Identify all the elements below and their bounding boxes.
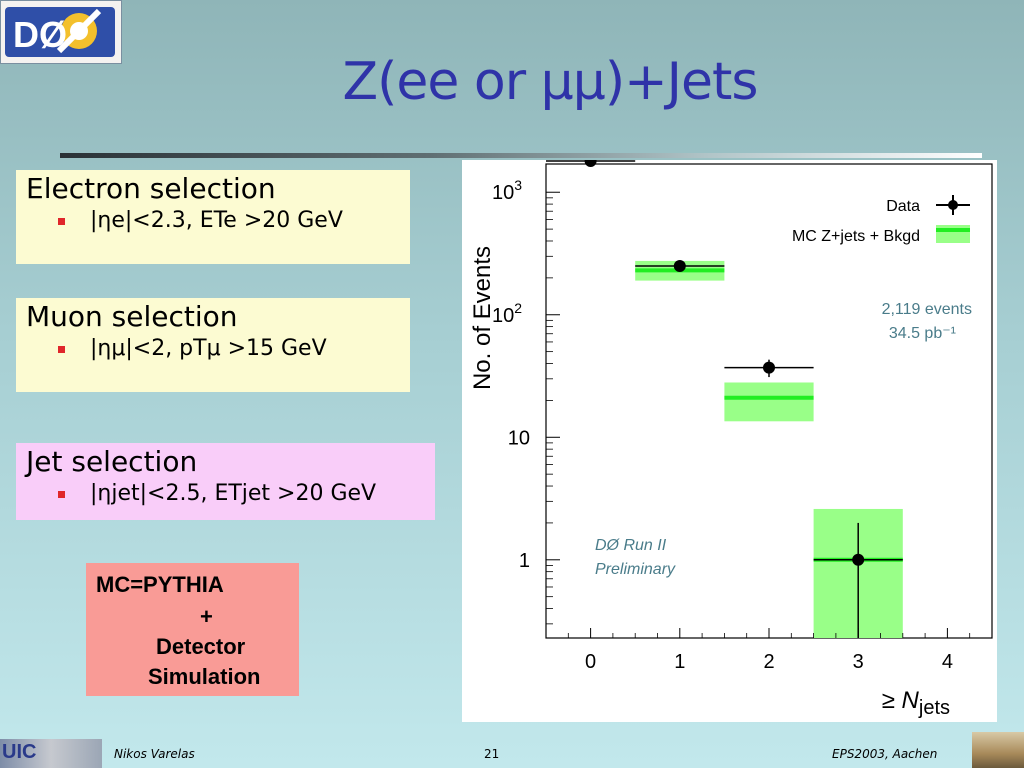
x-tick-label-3: 3: [853, 651, 864, 673]
title-divider: [60, 153, 982, 158]
footer-conference: EPS2003, Aachen: [832, 747, 938, 761]
plot-panel: 0 1 2 3 4 1 10 102 103 No. of Events ≥ Njets Dat…: [462, 154, 997, 722]
mc-pythia-box: MC=PYTHIA + Detector Simulation: [86, 563, 299, 696]
legend-data-label: Data: [886, 198, 920, 215]
x-label-subscript: jets: [918, 697, 950, 719]
x-label-n: N: [902, 687, 920, 714]
y-tick-label-100: 102: [492, 300, 522, 327]
electron-selection-heading: Electron selection: [26, 172, 276, 205]
x-axis-label: ≥ Njets: [882, 687, 950, 719]
legend-data-marker: [936, 195, 970, 215]
x-tick-label-1: 1: [674, 651, 685, 673]
electron-selection-box: Electron selection |ηe|<2.3, ETe >20 GeV: [16, 170, 410, 264]
legend-mc-marker: [936, 225, 970, 243]
uic-logo-text: UIC: [2, 741, 37, 763]
y-tick-label-1000: 103: [492, 177, 522, 204]
mc-line-2: +: [200, 604, 213, 629]
muon-selection-heading: Muon selection: [26, 300, 238, 333]
dzero-logo: DØ: [0, 0, 122, 64]
slide-title: Z(ee or μμ)+Jets: [342, 52, 759, 112]
mc-line-3: Detector: [156, 634, 246, 659]
legend-mc-label: MC Z+jets + Bkgd: [792, 228, 920, 245]
jet-selection-bullet: |ηjet|<2.5, ETjet >20 GeV: [58, 479, 425, 509]
mc-line-1: MC=PYTHIA: [96, 572, 224, 597]
experiment-annotation: DØ Run II: [595, 537, 667, 554]
jet-selection-box: Jet selection |ηjet|<2.5, ETjet >20 GeV: [16, 443, 435, 520]
muon-selection-box: Muon selection |ημ|<2, pTμ >15 GeV: [16, 298, 410, 392]
y-axis-label: No. of Events: [469, 246, 496, 390]
y-tick-exponent: 2: [514, 300, 522, 316]
data-point-3: [852, 553, 865, 566]
x-tick-label-4: 4: [942, 651, 953, 673]
mc-line-4: Simulation: [148, 664, 261, 689]
legend: Data MC Z+jets + Bkgd: [792, 195, 970, 245]
mc-band-2: [724, 382, 814, 422]
footer-page-number: 21: [484, 747, 500, 761]
x-tick-label-0: 0: [585, 651, 596, 673]
electron-selection-bullet: |ηe|<2.3, ETe >20 GeV: [58, 206, 400, 236]
status-annotation: Preliminary: [595, 561, 676, 578]
muon-selection-bullet: |ημ|<2, pTμ >15 GeV: [58, 334, 400, 364]
footer-author: Nikos Varelas: [114, 747, 195, 761]
dzero-logo-graphic: DØ: [5, 7, 115, 57]
njets-chart: 0 1 2 3 4 1 10 102 103 No. of Events ≥ Njets Dat…: [469, 154, 993, 719]
jet-selection-heading: Jet selection: [26, 445, 198, 478]
data-point-2: [763, 361, 775, 374]
lumi-annotation: 34.5 pb⁻¹: [889, 325, 956, 342]
x-tick-label-2: 2: [763, 651, 774, 673]
y-tick-label-1: 1: [519, 550, 530, 572]
uic-logo: UIC: [0, 739, 102, 768]
y-tick-exponent: 3: [514, 177, 522, 193]
logo-text: DØ: [13, 14, 67, 55]
data-point-1: [673, 259, 686, 272]
y-tick-label-10: 10: [508, 427, 530, 449]
events-annotation: 2,119 events: [882, 301, 972, 318]
aachen-photo: [972, 732, 1024, 768]
